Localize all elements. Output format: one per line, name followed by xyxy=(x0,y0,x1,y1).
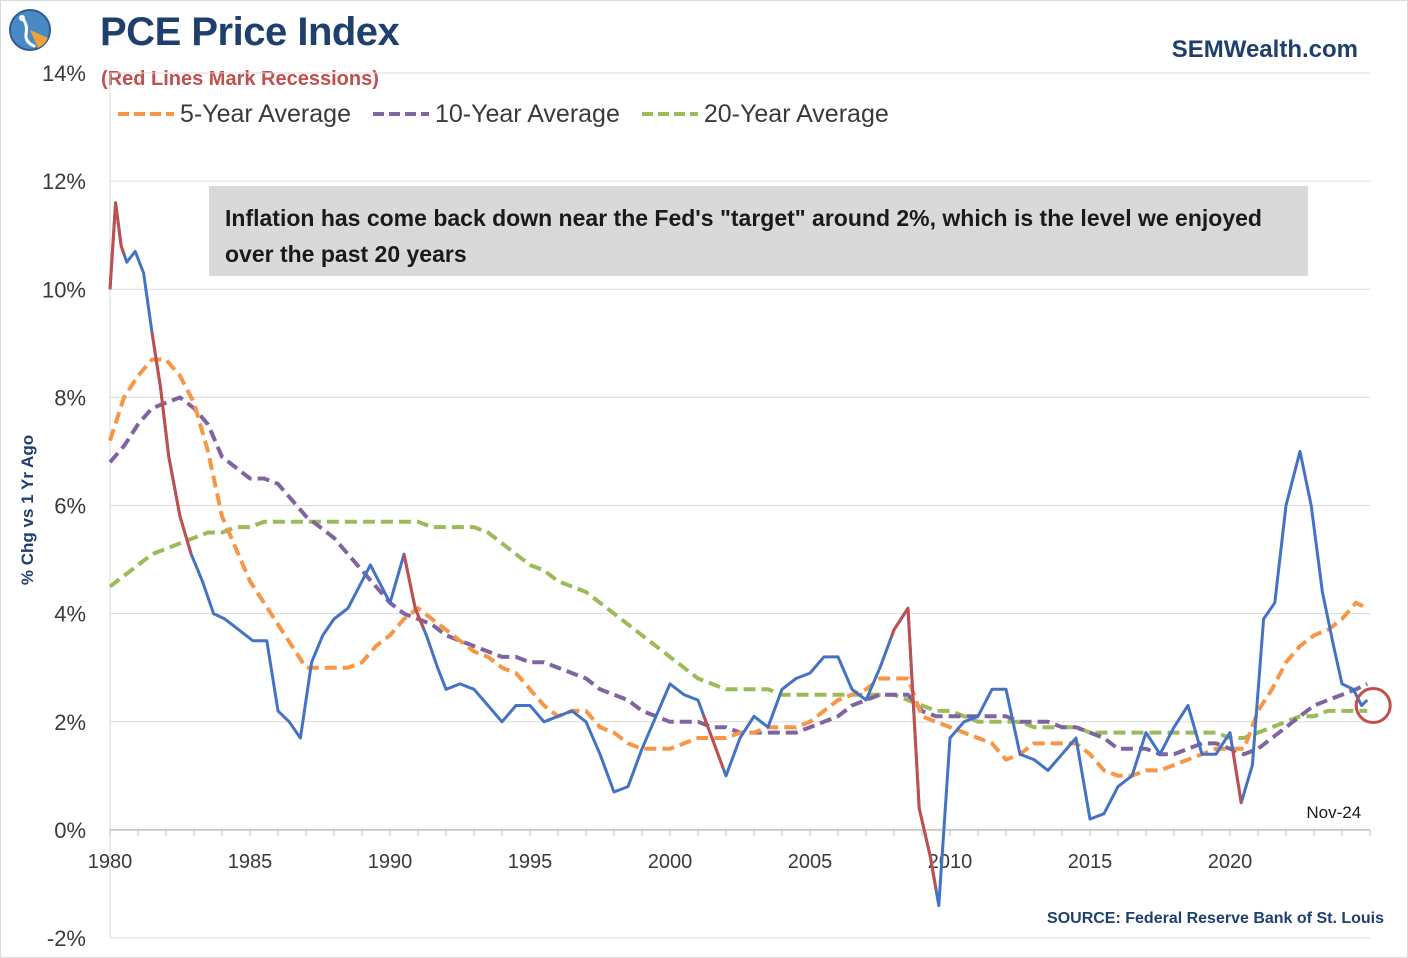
y-tick-label: 0% xyxy=(54,818,86,843)
chart-title: PCE Price Index xyxy=(100,10,400,54)
x-tick-label: 2010 xyxy=(928,851,973,873)
y-tick-label: 10% xyxy=(42,277,86,302)
source-note: SOURCE: Federal Reserve Bank of St. Loui… xyxy=(1047,910,1384,927)
legend-swatch-5yr xyxy=(118,112,174,116)
recession-segment xyxy=(108,201,126,290)
y-tick-label: -2% xyxy=(47,926,86,951)
x-tick-label: 2015 xyxy=(1068,851,1113,873)
legend-item-20yr: 20-Year Average xyxy=(641,99,889,129)
recession-segment xyxy=(1231,749,1243,804)
y-tick-label: 12% xyxy=(42,169,86,194)
legend-swatch-10yr xyxy=(372,112,429,116)
pce-line xyxy=(108,201,1369,908)
y-tick-label: 14% xyxy=(42,61,86,86)
y-tick-label: 6% xyxy=(54,494,86,519)
annotation-box: Inflation has come back down near the Fe… xyxy=(209,186,1308,276)
y-tick-label: 8% xyxy=(54,385,86,410)
recession-segment xyxy=(402,553,425,630)
legend-item-10yr: 10-Year Average xyxy=(372,99,620,129)
5-year-average-line xyxy=(108,357,1369,778)
recession-segment xyxy=(889,606,938,890)
x-tick-label: 1980 xyxy=(88,851,133,873)
x-tick-label: 1995 xyxy=(508,851,553,873)
x-tick-label: 2000 xyxy=(648,851,693,873)
last-date-label: Nov-24 xyxy=(1306,803,1361,822)
20-year-average-line xyxy=(108,519,1368,740)
legend-label-10yr: 10-Year Average xyxy=(434,99,620,128)
x-tick-label: 2020 xyxy=(1208,851,1253,873)
legend-swatch-20yr xyxy=(641,112,698,116)
legend-label-5yr: 5-Year Average xyxy=(180,99,351,128)
latest-value-marker xyxy=(1354,687,1392,725)
x-tick-label: 1990 xyxy=(368,851,413,873)
y-axis-label: % Chg vs 1 Yr Ago xyxy=(18,434,37,586)
recession-segment xyxy=(150,332,193,555)
legend-item-5yr: 5-Year Average xyxy=(118,100,351,129)
x-tick-label: 2005 xyxy=(788,851,833,873)
chart-legend: 5-Year Average 10-Year Average 20-Year A… xyxy=(118,99,911,129)
10-year-average-line xyxy=(108,395,1369,757)
y-tick-label: 4% xyxy=(54,602,86,627)
legend-label-20yr: 20-Year Average xyxy=(703,99,889,128)
x-tick-label: 1985 xyxy=(228,851,273,873)
semwealth-logo-icon xyxy=(9,9,51,51)
recession-segment xyxy=(702,714,725,769)
y-tick-label: 2% xyxy=(54,710,86,735)
brand-name: SEMWealth.com xyxy=(1171,36,1358,63)
